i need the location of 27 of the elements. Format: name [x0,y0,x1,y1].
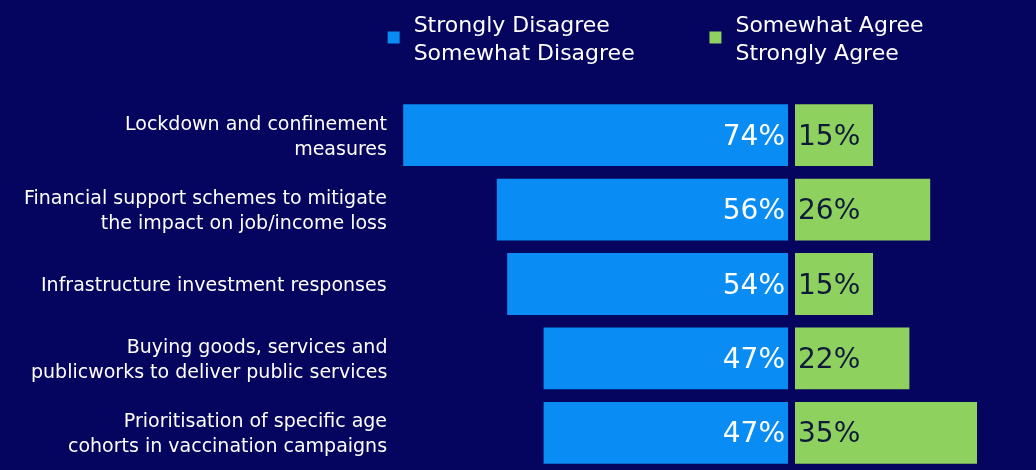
bar [543,401,788,464]
y-tick-label: Infrastructure investment responses [41,273,387,295]
data-label: 15% [798,267,861,301]
data-label: 74% [722,118,785,152]
data-label: 35% [798,416,861,450]
data-label: 15% [798,118,861,152]
bar [403,104,788,167]
y-tick-label: Buying goods, services and publicworks to deliver public services [31,335,388,382]
legend-label: Strongly Disagree Somewhat Disagree [413,11,635,66]
bar [795,178,931,241]
y-tick-label: Lockdown and confinement measures [125,112,387,159]
bar [507,253,788,315]
data-label: 22% [798,341,861,375]
data-label: 47% [722,341,785,375]
legend-label: Somewhat Agree Strongly Agree [735,11,924,66]
data-label: 47% [722,416,785,450]
y-tick-label: Prioritisation of specific age cohorts in vaccination campaigns [68,409,388,456]
bar [795,253,873,315]
bar [795,327,910,390]
bar [795,401,977,464]
bar [543,327,788,390]
bar [496,178,788,241]
y-tick-label: Financial support schemes to mitigate the impact on job/income loss [24,186,387,233]
data-label: 26% [798,193,861,227]
data-label: 56% [722,193,785,227]
data-label: 54% [722,267,785,301]
bar [795,104,873,167]
